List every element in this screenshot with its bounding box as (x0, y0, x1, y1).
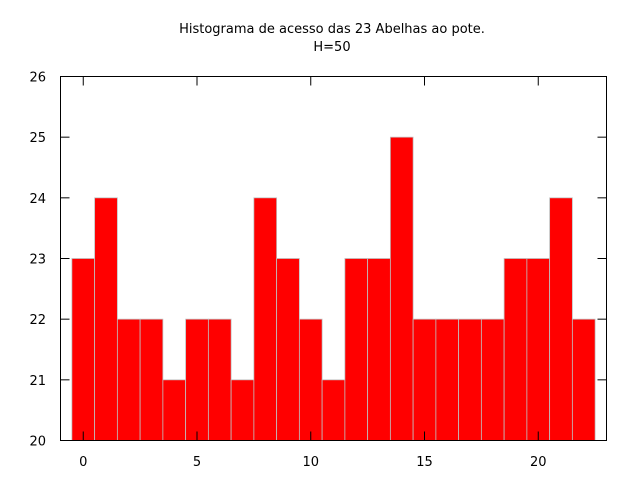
bar-15 (412, 318, 437, 441)
bar-4 (162, 379, 187, 441)
bar-16 (435, 318, 460, 441)
y-tick-label-21: 21 (29, 374, 46, 389)
bar-19 (503, 258, 528, 441)
bar-13 (367, 258, 391, 441)
bar-12 (344, 258, 369, 441)
y-tick-label-24: 24 (29, 192, 46, 207)
bar-18 (480, 318, 505, 441)
bar-5 (185, 318, 209, 441)
y-tick-label-20: 20 (29, 435, 46, 450)
x-tick-label-5: 5 (193, 455, 201, 470)
y-tick-label-22: 22 (29, 313, 46, 328)
y-tick-label-26: 26 (29, 71, 46, 86)
bar-20 (526, 258, 551, 441)
bar-7 (230, 379, 255, 441)
bar-9 (276, 258, 300, 441)
bar-group (71, 136, 596, 441)
bar-2 (116, 318, 141, 441)
bar-1 (94, 197, 118, 441)
x-tick-label-0: 0 (79, 455, 87, 470)
bar-11 (321, 379, 346, 441)
bar-14 (389, 136, 414, 441)
bar-6 (207, 318, 232, 441)
x-tick-label-15: 15 (416, 455, 433, 470)
bar-8 (253, 197, 278, 441)
bar-22 (571, 318, 596, 441)
tick-group: 0 5 10 15 20 20 21 22 23 24 25 26 (29, 71, 607, 470)
y-tick-label-25: 25 (29, 131, 46, 146)
bar-17 (458, 318, 482, 441)
chart-title: Histograma de acesso das 23 Abelhas ao p… (179, 22, 485, 37)
bar-3 (139, 318, 164, 441)
x-tick-label-20: 20 (530, 455, 547, 470)
bar-0 (71, 258, 96, 441)
x-tick-label-10: 10 (302, 455, 319, 470)
bar-21 (549, 197, 573, 441)
chart-subtitle: H=50 (313, 40, 350, 55)
bar-10 (298, 318, 323, 441)
y-tick-label-23: 23 (29, 253, 46, 268)
